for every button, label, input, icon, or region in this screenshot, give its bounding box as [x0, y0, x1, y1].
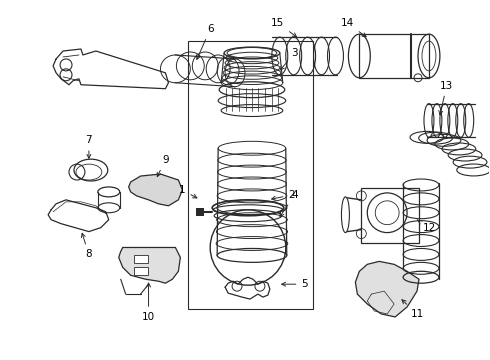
Text: 9: 9	[157, 155, 169, 176]
Bar	[196, 208, 204, 216]
Text: 13: 13	[439, 81, 453, 115]
Text: 15: 15	[271, 18, 296, 37]
Text: 12: 12	[417, 220, 436, 233]
Bar	[134, 255, 147, 264]
Bar	[188, 41, 313, 309]
Bar	[361, 188, 419, 243]
Circle shape	[368, 273, 383, 289]
Circle shape	[152, 184, 169, 200]
Polygon shape	[119, 247, 180, 283]
Text: 4: 4	[280, 190, 298, 216]
Text: 5: 5	[282, 279, 308, 289]
Text: 3: 3	[280, 48, 298, 70]
Text: 2: 2	[271, 190, 295, 200]
Text: 14: 14	[341, 18, 366, 37]
Text: 7: 7	[86, 135, 92, 158]
Polygon shape	[129, 174, 182, 206]
Bar	[134, 267, 147, 275]
Bar	[359, 34, 429, 78]
Text: 6: 6	[196, 24, 214, 59]
Text: 11: 11	[402, 300, 424, 319]
Circle shape	[392, 282, 406, 296]
Text: 10: 10	[142, 283, 155, 322]
Polygon shape	[355, 261, 419, 317]
Text: 1: 1	[179, 185, 197, 198]
Text: 8: 8	[81, 233, 92, 260]
